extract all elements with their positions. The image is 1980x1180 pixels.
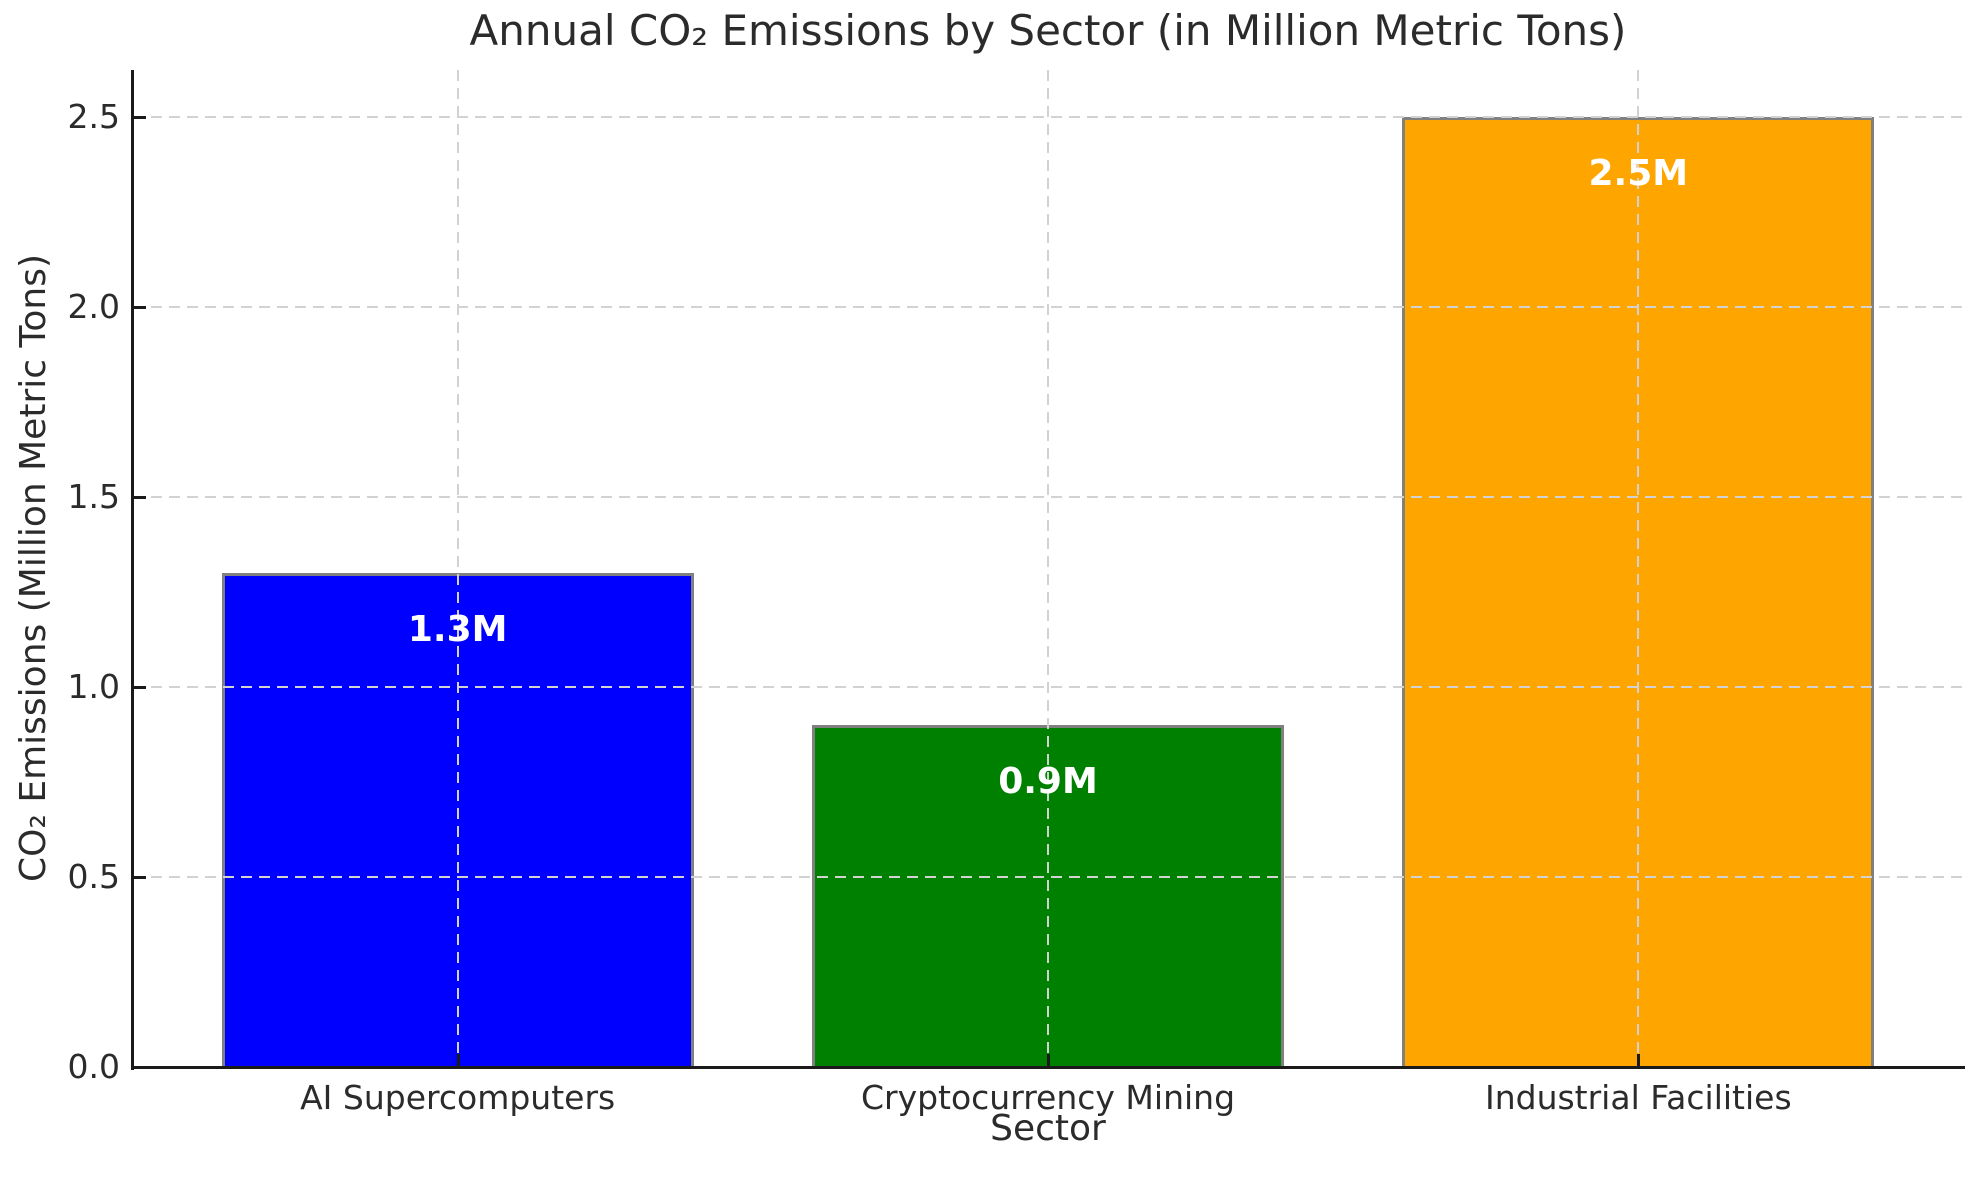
chart-title: Annual CO₂ Emissions by Sector (in Milli… (469, 6, 1627, 55)
y-tick-label: 2.5 (67, 97, 120, 136)
v-gridline (456, 70, 459, 1067)
y-tick-label: 1.0 (67, 667, 120, 706)
x-tick-label: Industrial Facilities (1484, 1078, 1792, 1117)
y-tick-mark (134, 876, 146, 879)
y-tick-mark (134, 1066, 146, 1069)
y-tick-mark (134, 686, 146, 689)
y-tick-mark (134, 496, 146, 499)
v-gridline (1637, 70, 1640, 1067)
y-tick-label: 2.0 (67, 287, 120, 326)
x-tick-mark (456, 1054, 460, 1066)
bar-value-label: 2.5M (1588, 153, 1689, 194)
y-axis-label: CO₂ Emissions (Million Metric Tons) (13, 254, 54, 882)
y-axis-spine (131, 70, 134, 1070)
y-tick-label: 0.5 (67, 857, 120, 896)
y-tick-label: 1.5 (67, 477, 120, 516)
x-tick-label: Cryptocurrency Mining (860, 1078, 1236, 1117)
y-tick-mark (134, 306, 146, 309)
bar-value-label: 0.9M (998, 761, 1098, 802)
x-axis-spine (131, 1066, 1965, 1069)
bar-value-label: 1.3M (407, 609, 508, 650)
y-tick-mark (134, 116, 146, 119)
x-tick-mark (1637, 1054, 1641, 1066)
x-axis-label: Sector (990, 1108, 1106, 1149)
x-tick-mark (1047, 1054, 1050, 1066)
y-tick-label: 0.0 (67, 1047, 120, 1086)
x-tick-label: AI Supercomputers (300, 1078, 616, 1117)
v-gridline (1047, 70, 1049, 1067)
